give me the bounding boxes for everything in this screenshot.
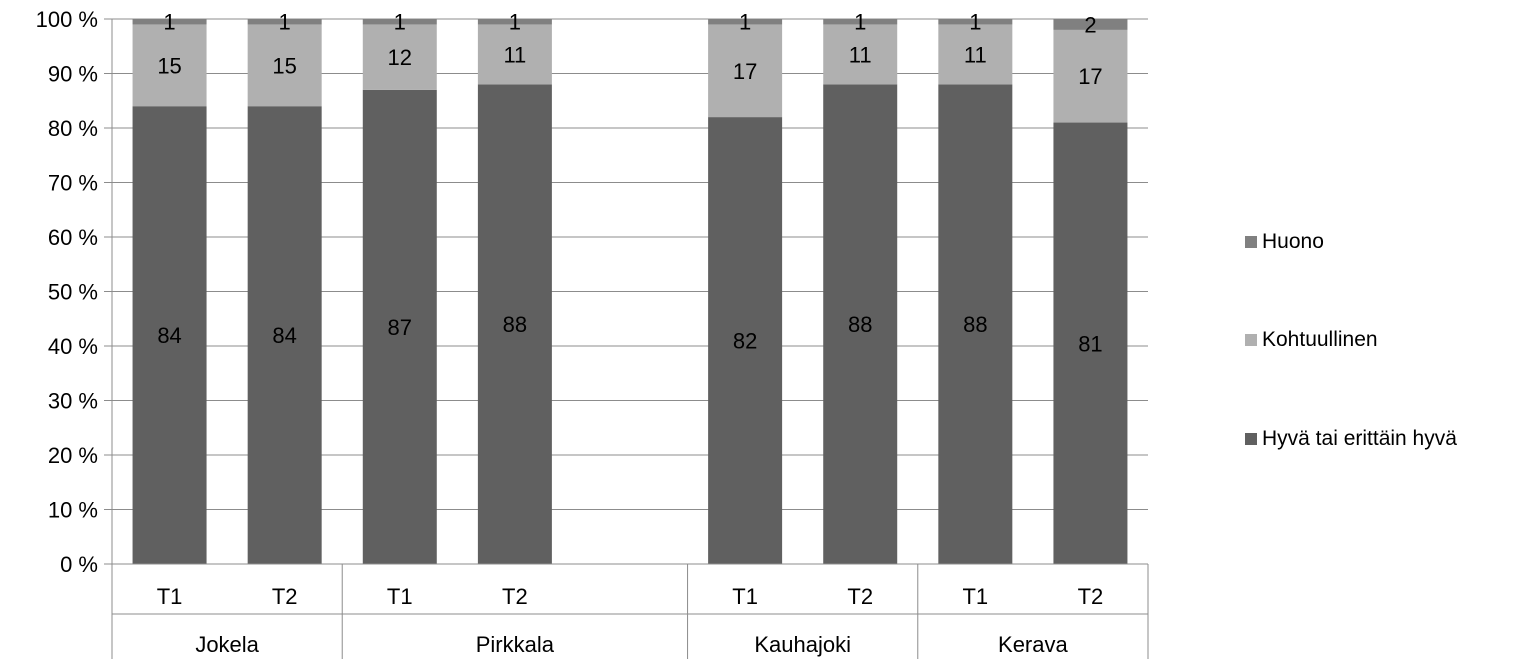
data-label: 1 bbox=[854, 10, 866, 35]
bars bbox=[132, 19, 1128, 565]
data-label: 82 bbox=[733, 329, 757, 354]
x-category-label: T1 bbox=[157, 584, 183, 609]
data-label: 88 bbox=[963, 312, 987, 337]
bar-segment-hyv-tai-eritt-in-hyv bbox=[132, 106, 207, 564]
legend-label: Kohtuullinen bbox=[1262, 328, 1378, 351]
legend-swatch bbox=[1245, 236, 1257, 248]
y-tick-label: 10 % bbox=[48, 498, 98, 523]
y-tick-label: 0 % bbox=[60, 552, 98, 577]
x-group-label: Kauhajoki bbox=[754, 632, 851, 657]
bar-segment-huono bbox=[132, 19, 207, 25]
legend-label: Huono bbox=[1262, 230, 1324, 253]
x-axis: T1 T2 T1 T2 T1 T2 T1 T2 Jokela Pirkkala Kauhajoki K… bbox=[111, 19, 1149, 659]
y-tick-label: 60 % bbox=[48, 225, 98, 250]
data-label: 88 bbox=[503, 312, 527, 337]
x-category-label: T2 bbox=[1078, 584, 1104, 609]
bar-segment-huono bbox=[362, 19, 437, 25]
bar-segment-huono bbox=[477, 19, 552, 25]
bar-segment-kohtuullinen bbox=[938, 24, 1013, 85]
y-tick-label: 40 % bbox=[48, 334, 98, 359]
bar-segment-kohtuullinen bbox=[477, 24, 552, 85]
bar-segment-huono bbox=[823, 19, 898, 25]
legend-swatch bbox=[1245, 433, 1257, 445]
bar-segment-kohtuullinen bbox=[362, 24, 437, 90]
bar-segment-kohtuullinen bbox=[247, 24, 322, 107]
legend: Huono Kohtuullinen Hyvä tai erittäin hyvä bbox=[1245, 230, 1457, 450]
x-group-label: Kerava bbox=[998, 632, 1068, 657]
data-label: 84 bbox=[272, 323, 296, 348]
y-tick-label: 100 % bbox=[36, 7, 98, 32]
legend-label: Hyvä tai erittäin hyvä bbox=[1262, 427, 1457, 450]
data-label: 1 bbox=[163, 10, 175, 35]
bar-segment-hyv-tai-eritt-in-hyv bbox=[362, 89, 437, 564]
bar-segment-kohtuullinen bbox=[823, 24, 898, 85]
data-label: 15 bbox=[272, 53, 296, 78]
y-tick-label: 70 % bbox=[48, 171, 98, 196]
data-label: 1 bbox=[279, 10, 291, 35]
y-axis-ticks: 0 % 10 % 20 % 30 % 40 % 50 % 60 % 70 % 80 % 90 % 1… bbox=[36, 7, 112, 577]
data-label: 11 bbox=[849, 42, 872, 67]
data-label: 11 bbox=[503, 42, 526, 67]
bar-segment-hyv-tai-eritt-in-hyv bbox=[823, 84, 898, 565]
bar-segment-kohtuullinen bbox=[132, 24, 207, 107]
legend-swatch bbox=[1245, 334, 1257, 346]
bar-segment-huono bbox=[708, 19, 783, 25]
y-tick-label: 20 % bbox=[48, 443, 98, 468]
data-label: 1 bbox=[739, 10, 751, 35]
data-label: 15 bbox=[157, 53, 181, 78]
x-category-label: T2 bbox=[272, 584, 298, 609]
data-label: 2 bbox=[1084, 12, 1096, 37]
bar-segment-kohtuullinen bbox=[1053, 29, 1128, 123]
bar-segment-hyv-tai-eritt-in-hyv bbox=[247, 106, 322, 564]
data-label: 84 bbox=[157, 323, 181, 348]
x-category-label: T1 bbox=[732, 584, 758, 609]
data-label: 87 bbox=[388, 315, 412, 340]
x-category-label: T1 bbox=[387, 584, 413, 609]
bar-segment-hyv-tai-eritt-in-hyv bbox=[477, 84, 552, 565]
x-category-label: T2 bbox=[847, 584, 873, 609]
data-label: 12 bbox=[388, 45, 412, 70]
data-label: 81 bbox=[1078, 331, 1102, 356]
data-label: 11 bbox=[964, 42, 987, 67]
bar-segment-kohtuullinen bbox=[708, 24, 783, 118]
y-tick-label: 50 % bbox=[48, 280, 98, 305]
x-category-label: T2 bbox=[502, 584, 528, 609]
x-group-label: Pirkkala bbox=[476, 632, 555, 657]
data-label: 17 bbox=[733, 59, 757, 84]
x-group-label: Jokela bbox=[195, 632, 259, 657]
y-tick-label: 30 % bbox=[48, 389, 98, 414]
bar-segment-hyv-tai-eritt-in-hyv bbox=[708, 117, 783, 564]
data-label: 88 bbox=[848, 312, 872, 337]
data-label: 1 bbox=[509, 10, 521, 35]
bar-segment-hyv-tai-eritt-in-hyv bbox=[938, 84, 1013, 565]
bar-segment-hyv-tai-eritt-in-hyv bbox=[1053, 122, 1128, 565]
y-tick-label: 80 % bbox=[48, 116, 98, 141]
data-label: 1 bbox=[394, 10, 406, 35]
bar-segment-huono bbox=[247, 19, 322, 25]
y-tick-label: 90 % bbox=[48, 62, 98, 87]
data-label: 17 bbox=[1078, 64, 1102, 89]
x-category-label: T1 bbox=[962, 584, 988, 609]
data-label: 1 bbox=[969, 10, 981, 35]
bar-segment-huono bbox=[938, 19, 1013, 25]
bar-segment-huono bbox=[1053, 19, 1128, 30]
